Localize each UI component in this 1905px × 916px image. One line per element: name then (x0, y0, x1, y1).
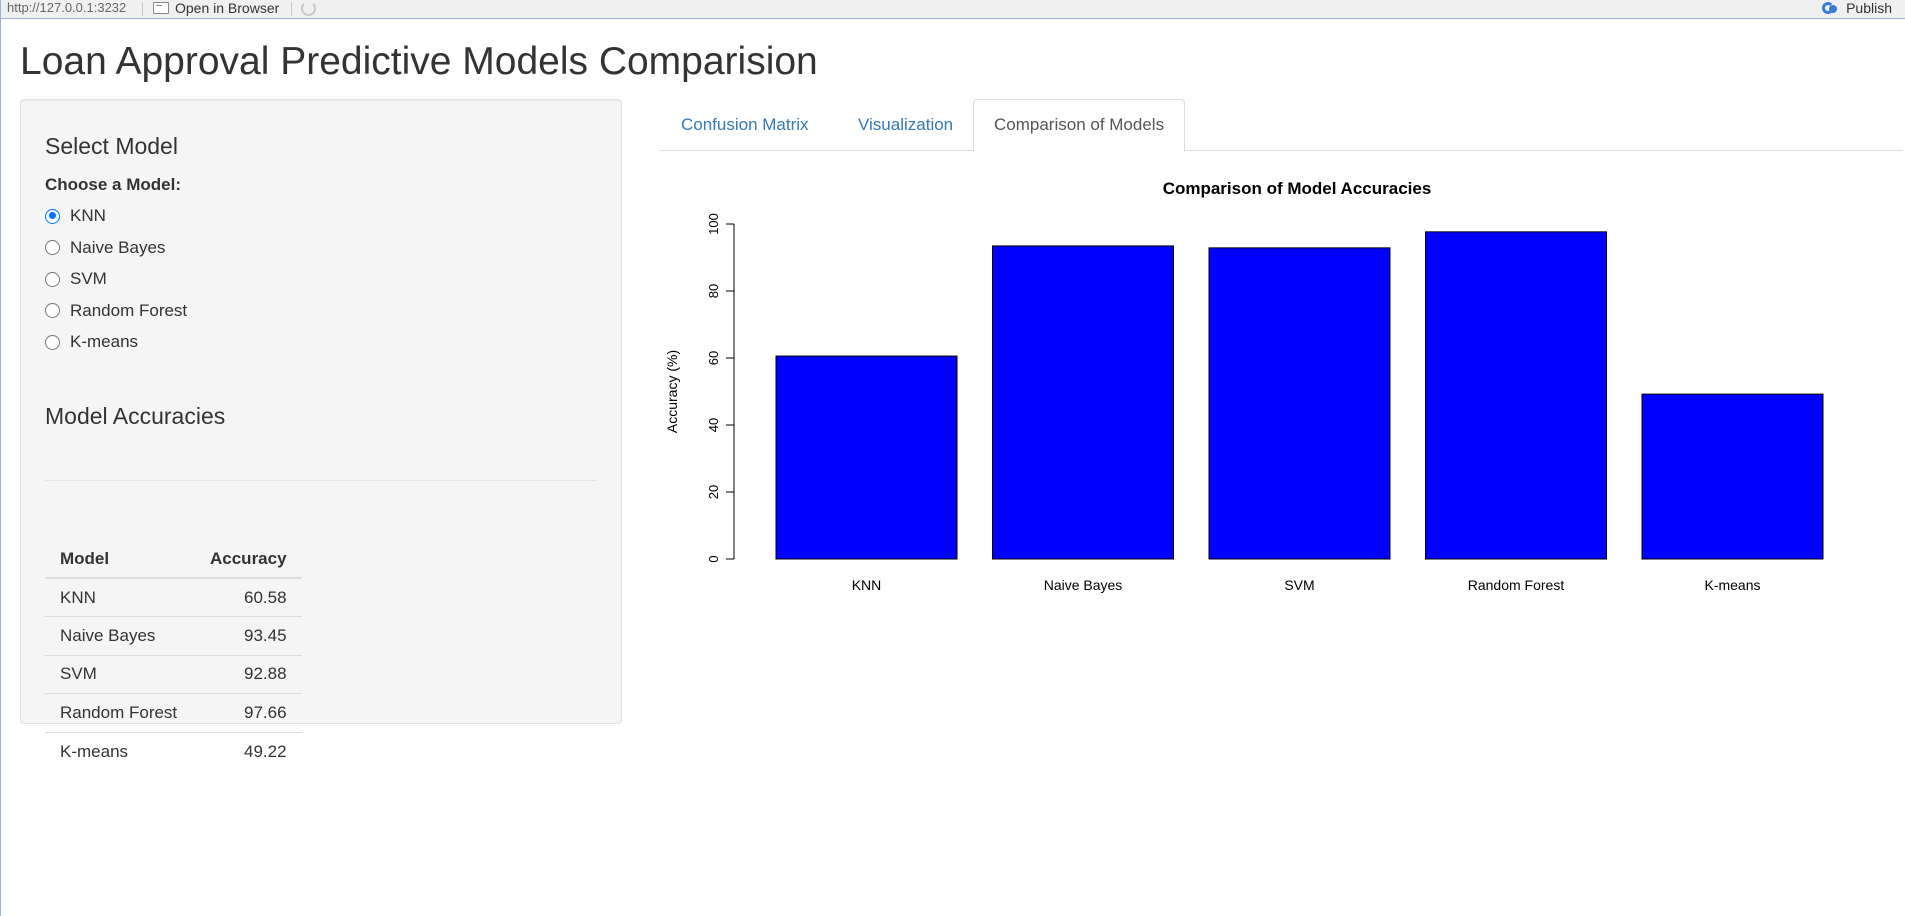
radio-label: Random Forest (70, 300, 188, 320)
publish-icon (1822, 1, 1840, 15)
radio-label: Naive Bayes (70, 237, 166, 257)
bar-knn (775, 355, 958, 560)
toolbar-divider (142, 2, 143, 16)
y-tick-label: 60 (706, 351, 721, 365)
column-header-model: Model (45, 541, 195, 579)
y-tick-label: 40 (706, 418, 721, 432)
model-option-k-means[interactable]: K-means (45, 332, 138, 352)
y-tick-label: 20 (706, 485, 721, 499)
table-header-row: Model Accuracy (45, 541, 302, 579)
radio-label: SVM (70, 269, 107, 288)
model-name-cell: Naive Bayes (45, 616, 195, 655)
bar-naive-bayes (992, 245, 1174, 560)
radio-label: K-means (70, 332, 139, 351)
y-axis-label: Accuracy (%) (664, 350, 680, 433)
page-title: Loan Approval Predictive Models Comparis… (20, 40, 818, 83)
url-text: http://127.0.0.1:3232 (7, 0, 127, 15)
bar-svm (1208, 247, 1391, 560)
accuracy-cell: 97.66 (195, 693, 302, 732)
model-option-naive-bayes[interactable]: Naive Bayes (45, 238, 165, 258)
table-row: SVM 92.88 (45, 654, 302, 694)
radio-button[interactable] (45, 208, 60, 224)
model-option-knn[interactable]: KNN (45, 206, 106, 226)
viewer-toolbar: http://127.0.0.1:3232 Open in Browser Pu… (1, 0, 1905, 19)
model-option-random-forest[interactable]: Random Forest (45, 301, 187, 321)
y-tick-label: 80 (706, 284, 721, 298)
y-tick-label: 0 (706, 555, 721, 562)
model-name-cell: SVM (45, 654, 195, 694)
radio-button[interactable] (45, 240, 60, 255)
bar-random-forest (1425, 231, 1607, 560)
sidebar-panel: Select Model Choose a Model: KNN Naive Ba… (20, 99, 622, 771)
publish-button[interactable]: Publish (1822, 0, 1892, 16)
radio-label: KNN (70, 206, 106, 225)
radio-button[interactable] (45, 334, 60, 350)
x-tick-label: Naive Bayes (1044, 577, 1123, 593)
choose-model-label: Choose a Model: (45, 175, 182, 194)
select-model-heading: Select Model (45, 133, 178, 159)
table-row: KNN 60.58 (45, 577, 302, 617)
chart-title: Comparison of Model Accuracies (1163, 179, 1432, 198)
radio-button[interactable] (45, 303, 60, 318)
sidebar-divider (45, 480, 597, 481)
tab-bar: Confusion Matrix Visualization Compariso… (660, 99, 1903, 152)
table-row: K-means 49.22 (45, 731, 302, 771)
accuracy-bar-chart: Comparison of Model Accuracies Accuracy (… (664, 179, 1824, 593)
x-tick-label: KNN (852, 577, 882, 593)
publish-label: Publish (1846, 0, 1892, 16)
tab-visualization[interactable]: Visualization (858, 115, 954, 134)
accuracy-cell: 49.22 (195, 731, 302, 771)
tab-comparison-of-models[interactable]: Comparison of Models (973, 99, 1186, 152)
model-name-cell: Random Forest (45, 693, 195, 732)
model-name-cell: KNN (45, 577, 195, 617)
accuracy-table: Model Accuracy KNN 60.58 Naive Bayes 93.45 S… (45, 541, 302, 771)
model-accuracies-heading: Model Accuracies (45, 403, 226, 429)
column-header-accuracy: Accuracy (195, 541, 302, 579)
model-name-cell: K-means (45, 731, 195, 771)
refresh-icon[interactable] (301, 1, 316, 16)
model-option-svm[interactable]: SVM (45, 269, 107, 289)
x-tick-label: Random Forest (1468, 577, 1565, 593)
table-row: Random Forest 97.66 (45, 693, 302, 732)
open-browser-icon (153, 2, 169, 14)
accuracy-cell: 60.58 (195, 577, 302, 617)
tab-confusion-matrix[interactable]: Confusion Matrix (681, 115, 809, 134)
accuracy-cell: 93.45 (195, 616, 302, 655)
bar-k-means (1641, 393, 1824, 560)
open-in-browser-button[interactable]: Open in Browser (153, 0, 279, 16)
x-tick-label: K-means (1704, 577, 1760, 593)
y-tick-label: 100 (706, 213, 721, 235)
table-row: Naive Bayes 93.45 (45, 616, 302, 655)
radio-button[interactable] (45, 271, 60, 287)
open-in-browser-label: Open in Browser (175, 0, 280, 16)
toolbar-divider (291, 2, 292, 16)
accuracy-cell: 92.88 (195, 654, 302, 694)
x-tick-label: SVM (1284, 577, 1314, 593)
